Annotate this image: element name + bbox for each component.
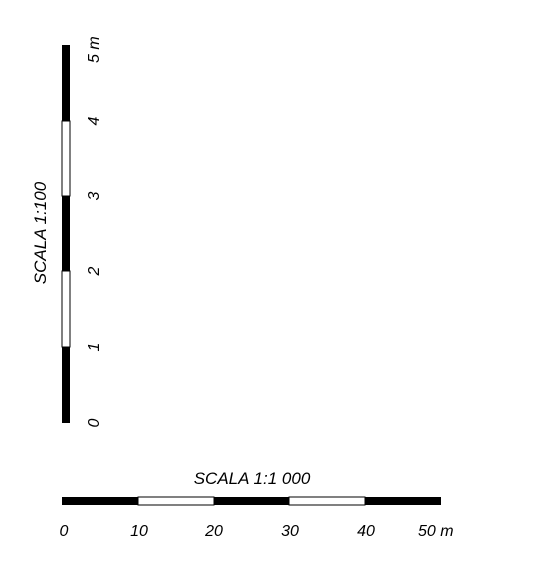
horizontal-tick-label-2: 20 — [204, 523, 223, 540]
vertical-segment-4 — [62, 45, 70, 121]
horizontal-segment-2 — [214, 497, 289, 505]
vertical-segment-0 — [62, 347, 70, 423]
horizontal-tick-label-4: 40 — [357, 523, 375, 540]
horizontal-tick-label-1: 10 — [130, 523, 148, 540]
vertical-tick-labels: 0 1 2 3 4 5 m — [86, 36, 103, 427]
horizontal-tick-label-3: 30 — [281, 523, 299, 540]
horizontal-segment-4 — [365, 497, 441, 505]
vertical-tick-label-5: 5 m — [86, 36, 103, 63]
vertical-tick-label-4: 4 — [86, 116, 103, 125]
horizontal-scale-title: SCALA 1:1 000 — [194, 469, 311, 488]
vertical-segment-3 — [61, 120, 71, 197]
vertical-tick-label-2: 2 — [86, 266, 103, 276]
horizontal-tick-label-5: 50 m — [418, 523, 454, 540]
horizontal-segment-3 — [288, 496, 366, 506]
horizontal-segment-1 — [137, 496, 215, 506]
horizontal-segment-0 — [62, 497, 138, 505]
vertical-segment-1 — [61, 270, 71, 348]
vertical-scale-bar — [61, 45, 71, 423]
horizontal-tick-label-0: 0 — [60, 523, 69, 540]
vertical-scale-title: SCALA 1:100 — [31, 181, 50, 284]
horizontal-tick-labels: 0 10 20 30 40 50 m — [60, 523, 454, 540]
vertical-tick-label-3: 3 — [86, 191, 103, 200]
vertical-tick-label-0: 0 — [86, 418, 103, 427]
horizontal-scale-bar — [62, 496, 441, 506]
vertical-tick-label-1: 1 — [86, 343, 103, 352]
vertical-segment-2 — [62, 196, 70, 271]
